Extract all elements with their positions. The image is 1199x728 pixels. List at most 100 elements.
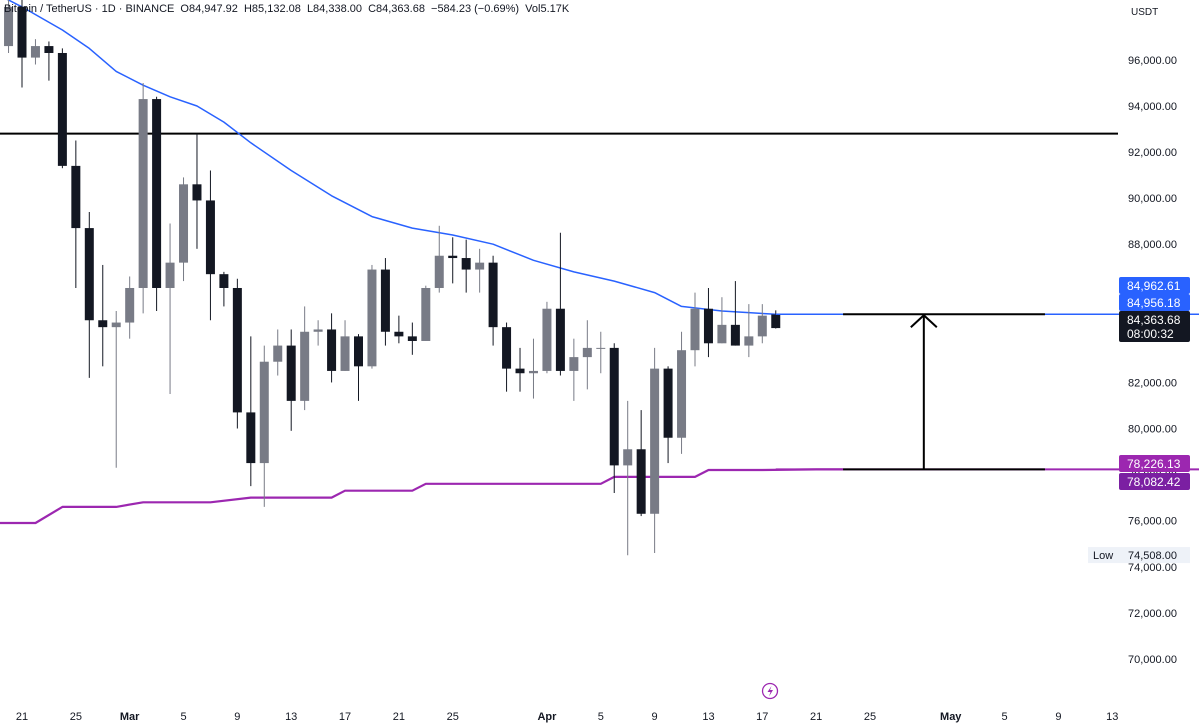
candle	[771, 310, 781, 329]
candle-body	[636, 449, 646, 514]
candle	[407, 322, 417, 355]
candle-body	[623, 449, 633, 466]
time-tick-label: May	[940, 711, 962, 723]
time-tick-label: 21	[16, 711, 28, 723]
candle	[448, 237, 458, 284]
candle-body	[542, 308, 552, 371]
candle-body	[313, 329, 323, 332]
candle	[232, 278, 242, 429]
candle	[84, 211, 94, 378]
candle	[636, 410, 646, 517]
candle-body	[273, 345, 283, 362]
candle	[569, 338, 579, 401]
candle-body	[555, 308, 565, 371]
candle	[354, 334, 363, 401]
candle-body	[717, 324, 727, 344]
candle	[555, 232, 565, 376]
low-marker-value: 74,508.00	[1128, 550, 1177, 562]
candle	[273, 329, 283, 376]
candle-body	[582, 347, 592, 358]
candle-body	[650, 368, 660, 514]
ma-blue-line	[6, 0, 844, 316]
candle	[623, 400, 633, 556]
ohlc-close: C84,363.68	[368, 3, 425, 15]
candle-body	[327, 329, 337, 371]
ohlc-low: L84,338.00	[306, 3, 362, 15]
candle	[528, 338, 538, 399]
price-tick-label: 76,000.00	[1128, 516, 1177, 528]
candle-body	[771, 314, 781, 329]
candle-body	[421, 287, 431, 341]
candles	[4, 0, 781, 556]
candle	[192, 133, 202, 249]
candle	[4, 0, 14, 53]
candle-body	[232, 287, 242, 413]
candle	[663, 366, 673, 464]
candle	[677, 331, 687, 454]
time-tick-label: Apr	[537, 711, 557, 723]
symbol-legend[interactable]: Bitcoin / TetherUS · 1D · BINANCE O84,94…	[4, 3, 572, 15]
price-tag-value: 78,226.13	[1127, 457, 1181, 471]
candle	[152, 96, 162, 312]
candle	[300, 306, 310, 411]
candle-body	[690, 308, 700, 351]
time-tick-label: 13	[1106, 711, 1118, 723]
low-marker-bg	[1088, 547, 1190, 564]
candle	[17, 0, 27, 88]
candle-body	[744, 336, 754, 346]
volume-readout: Vol5.17K	[525, 3, 570, 15]
candle	[542, 301, 552, 374]
candle	[515, 347, 525, 392]
candle-body	[757, 315, 767, 337]
candle	[111, 311, 121, 468]
candle	[650, 347, 660, 553]
candle-body	[179, 184, 189, 263]
ohlc-open: O84,947.92	[180, 3, 238, 15]
currency-selector[interactable]: USDT	[1131, 7, 1159, 18]
ohlc-change: −584.23 (−0.69%)	[431, 3, 520, 15]
candle	[421, 285, 431, 341]
candle-body	[730, 324, 740, 346]
candle	[582, 320, 592, 390]
candle-body	[663, 368, 673, 438]
candle-body	[44, 46, 54, 53]
candle	[57, 48, 67, 169]
candle	[730, 281, 740, 346]
candle-body	[354, 336, 363, 367]
time-tick-label: 25	[70, 711, 82, 723]
candle	[340, 320, 350, 371]
candle-body	[259, 361, 269, 464]
price-tag-bg	[1119, 277, 1190, 294]
candle	[717, 297, 727, 344]
candle	[596, 331, 606, 374]
candle-body	[528, 370, 538, 374]
lightning-icon[interactable]	[761, 682, 779, 700]
candle-body	[367, 269, 377, 367]
candle-body	[340, 336, 350, 371]
time-tick-label: 9	[1055, 711, 1061, 723]
candle	[286, 329, 296, 431]
candle-body	[488, 262, 498, 328]
time-tick-label: 13	[702, 711, 714, 723]
candle-body	[152, 99, 162, 288]
candle	[246, 336, 256, 487]
price-tag-countdown: 08:00:32	[1127, 327, 1174, 341]
candle-body	[205, 200, 215, 275]
price-tick-label: 80,000.00	[1128, 424, 1177, 436]
candle	[488, 255, 498, 346]
moving-averages	[0, 0, 844, 525]
candle	[30, 39, 40, 65]
price-axis: 70,000.00 72,000.00 74,000.00 76,000.00 78,0…	[1088, 55, 1190, 666]
candle-body	[219, 274, 229, 288]
time-tick-label: 5	[180, 711, 186, 723]
time-tick-label: 25	[447, 711, 459, 723]
time-tick-label: 5	[598, 711, 604, 723]
price-tick-label: 92,000.00	[1128, 147, 1177, 159]
candle-body	[84, 228, 94, 321]
price-tag-bg	[1119, 294, 1190, 311]
symbol-title[interactable]: Bitcoin / TetherUS · 1D · BINANCE	[4, 3, 175, 15]
price-tag-value: 84,956.18	[1127, 296, 1181, 310]
price-tag: 78,226.13	[1119, 455, 1190, 472]
